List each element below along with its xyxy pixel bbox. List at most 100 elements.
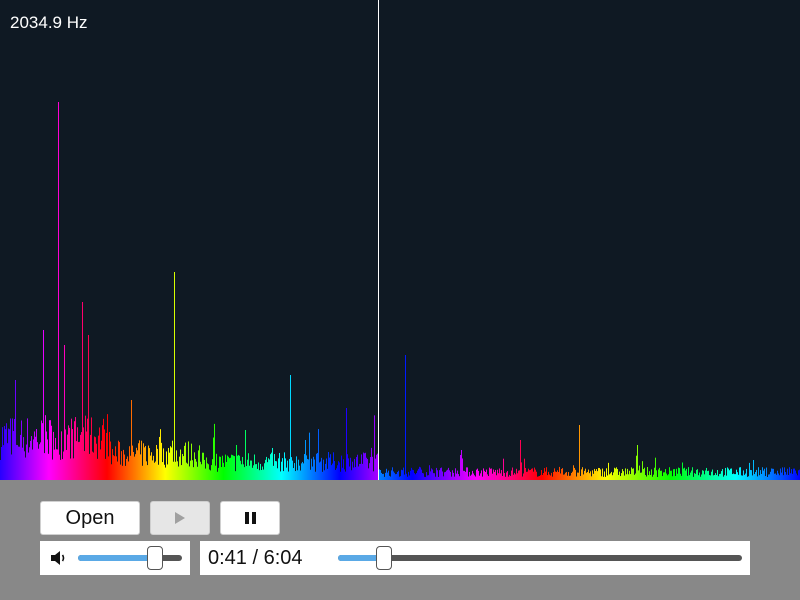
spectrum-bar [466, 467, 467, 480]
spectrum-bar [498, 473, 499, 480]
spectrum-bar [753, 460, 754, 480]
spectrum-bar [460, 455, 461, 480]
spectrum-bar [692, 467, 693, 480]
spectrum-bar [522, 476, 523, 480]
spectrum-bar [242, 456, 243, 480]
spectrum-bar [126, 458, 127, 480]
spectrum-bar [735, 474, 736, 480]
spectrum-bar [61, 431, 62, 480]
speaker-icon[interactable] [50, 550, 68, 566]
spectrum-bar [305, 440, 306, 480]
spectrum-bar [764, 468, 765, 480]
spectrum-bar [459, 476, 460, 480]
spectrum-bar [73, 458, 74, 480]
spectrum-bar [238, 454, 239, 480]
spectrum-bar [452, 470, 453, 480]
spectrum-bar [175, 461, 176, 480]
spectrum-bar [637, 445, 638, 480]
spectrum-bar [402, 470, 403, 480]
pause-icon [244, 512, 256, 524]
spectrum-bar [158, 464, 159, 480]
spectrum-bar [694, 473, 695, 480]
seek-slider-track[interactable] [338, 555, 742, 561]
spectrum-bar [57, 449, 58, 480]
spectrum-bar [605, 476, 606, 480]
spectrum-bar [259, 470, 260, 480]
seek-slider-thumb[interactable] [376, 546, 392, 570]
spectrum-bar [152, 460, 153, 480]
spectrum-bar [359, 463, 360, 480]
spectrum-bar [350, 457, 351, 480]
spectrum-bar [156, 444, 157, 480]
spectrum-bar [670, 470, 671, 480]
spectrum-bar [409, 475, 410, 480]
spectrum-bar [560, 473, 561, 480]
volume-slider-thumb[interactable] [147, 546, 163, 570]
spectrum-bar [15, 380, 16, 480]
spectrum-bar [504, 472, 505, 480]
spectrum-bar [517, 473, 518, 480]
play-button[interactable] [150, 501, 210, 535]
spectrum-bar [589, 473, 590, 480]
spectrum-bar [261, 470, 262, 480]
spectrum-bar [442, 471, 443, 480]
spectrum-bar [267, 462, 268, 480]
spectrum-bar [547, 475, 548, 480]
pause-button[interactable] [220, 501, 280, 535]
spectrum-bar [268, 458, 269, 480]
spectrum-bar [766, 467, 767, 480]
spectrum-bar [474, 475, 475, 480]
spectrum-bar [299, 465, 300, 480]
spectrum-bar [292, 460, 293, 480]
spectrum-bar [762, 467, 763, 480]
spectrum-bar [587, 472, 588, 480]
spectrum-bar [323, 459, 324, 480]
spectrum-bar [467, 467, 468, 480]
spectrum-bar [84, 451, 85, 480]
spectrum-bar [355, 467, 356, 480]
spectrum-bar [696, 469, 697, 480]
volume-slider-track[interactable] [78, 555, 182, 561]
spectrum-bar [279, 452, 280, 480]
spectrum-bar [628, 474, 629, 480]
spectrum-bar [465, 471, 466, 480]
spectrum-bar [165, 467, 166, 480]
spectrum-bar [665, 469, 666, 480]
spectrum-bar [565, 472, 566, 480]
spectrum-bar [46, 431, 47, 480]
spectrum-bar [705, 470, 706, 480]
spectrum-bar [356, 456, 357, 480]
spectrum-bar [371, 447, 372, 480]
open-button[interactable]: Open [40, 501, 140, 535]
spectrum-bar [269, 459, 270, 480]
spectrum-bar [738, 474, 739, 480]
spectrum-bar [372, 456, 373, 480]
spectrum-bar [309, 432, 310, 480]
spectrum-bar [680, 473, 681, 480]
spectrum-bar [454, 476, 455, 480]
spectrum-bar [300, 470, 301, 480]
spectrum-bar [67, 434, 68, 480]
spectrum-bar [303, 463, 304, 480]
spectrum-bar [281, 461, 282, 480]
spectrum-bar [621, 473, 622, 480]
spectrum-bar [655, 457, 656, 480]
spectrum-bar [675, 475, 676, 480]
spectrum-bar [235, 471, 236, 480]
spectrum-bar [479, 475, 480, 480]
spectrum-visualizer[interactable]: 2034.9 Hz [0, 0, 800, 480]
spectrum-bar [379, 469, 380, 480]
spectrum-bar [788, 475, 789, 480]
spectrum-bar [373, 471, 374, 480]
spectrum-bar [488, 476, 489, 480]
spectrum-bar [400, 476, 401, 480]
spectrum-bar [714, 474, 715, 480]
spectrum-bar [652, 476, 653, 480]
spectrum-bar [411, 467, 412, 480]
spectrum-bar [110, 441, 111, 480]
spectrum-bar [451, 476, 452, 480]
spectrum-bar [515, 474, 516, 480]
spectrum-bar [214, 423, 215, 480]
spectrum-bar [519, 470, 520, 480]
spectrum-bar [740, 467, 741, 480]
